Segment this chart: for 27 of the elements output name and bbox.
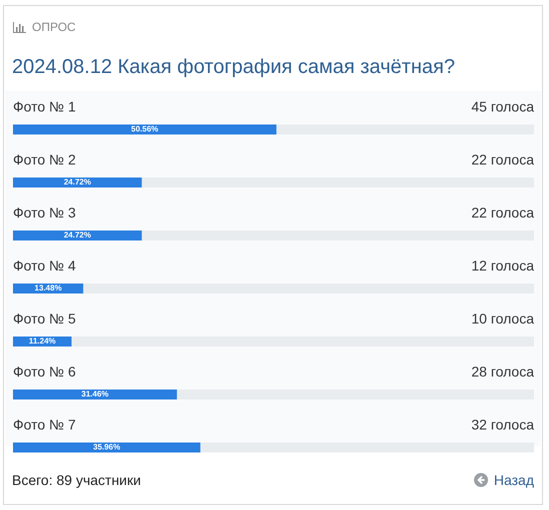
text: Назад bbox=[494, 472, 534, 488]
y-tick-label: Фото № 7 bbox=[13, 416, 76, 432]
data-label: 11.24% bbox=[28, 336, 56, 346]
annotation: 28 голоса bbox=[471, 364, 534, 380]
y-tick-label: Фото № 1 bbox=[13, 98, 76, 114]
y-tick-label: Фото № 3 bbox=[13, 204, 76, 220]
y-tick-label: Фото № 6 bbox=[13, 364, 76, 380]
annotation: 22 голоса bbox=[471, 152, 534, 168]
data-label: 31.46% bbox=[81, 390, 109, 398]
data-label: 13.48% bbox=[34, 284, 62, 292]
y-tick-label: Фото № 5 bbox=[13, 310, 76, 326]
text: ОПРОС bbox=[32, 20, 76, 34]
data-label: 24.72% bbox=[64, 230, 91, 240]
annotation: 10 голоса bbox=[471, 310, 534, 326]
chart-title: 2024.08.12 Какая фотография самая зачётная? bbox=[12, 56, 455, 79]
annotation: 12 голоса bbox=[471, 258, 534, 274]
y-tick-label: Фото № 2 bbox=[13, 152, 76, 168]
text: Всего: 89 участники bbox=[12, 472, 141, 488]
y-tick-label: Фото № 4 bbox=[13, 258, 76, 274]
bar bbox=[13, 230, 142, 240]
bar bbox=[13, 178, 142, 188]
annotation: 32 голоса bbox=[471, 416, 534, 432]
data-label: 24.72% bbox=[64, 178, 91, 186]
annotation: 45 голоса bbox=[471, 98, 534, 114]
data-label: 50.56% bbox=[131, 124, 158, 134]
annotation: 22 голоса bbox=[471, 204, 534, 220]
data-label: 35.96% bbox=[93, 442, 120, 452]
